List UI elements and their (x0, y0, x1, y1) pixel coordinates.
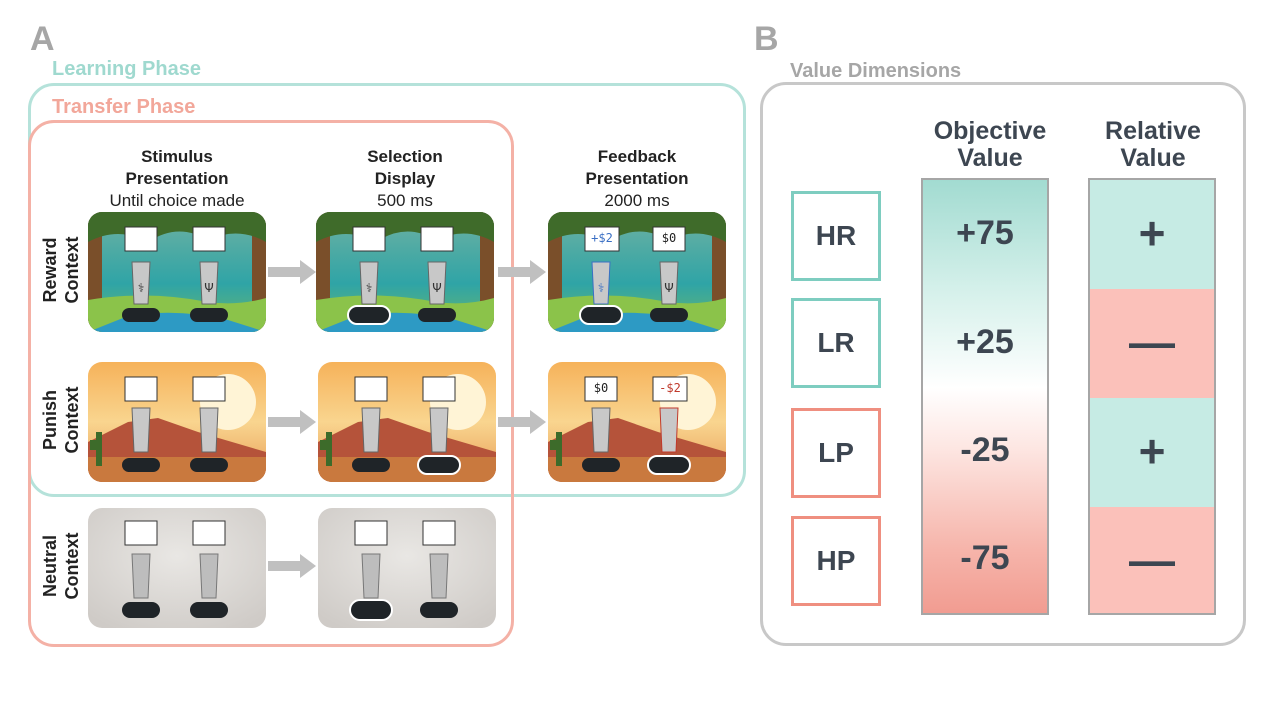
right-arrow-icon (268, 554, 316, 578)
punish-selection-scene (318, 362, 496, 482)
objective-value-lp: -25 (960, 431, 1010, 469)
svg-text:Ψ: Ψ (432, 281, 441, 295)
relative-value-header: Relative Value (1076, 118, 1230, 172)
row-label-punish: Punish Context (39, 365, 83, 475)
svg-text:⚕: ⚕ (366, 281, 373, 295)
right-arrow-icon (498, 260, 546, 284)
relative-value-bar: + — + — (1088, 178, 1216, 615)
relative-cell-hp: — (1090, 507, 1214, 613)
row-label-neutral: Neutral Context (39, 511, 83, 621)
row-label-line: Reward (40, 237, 60, 303)
column-title: Feedback (597, 147, 677, 166)
punish-feedback-scene: $0 -$2 (548, 362, 726, 482)
column-header-selection: Selection Display 500 ms (320, 146, 490, 212)
column-title: Display (374, 169, 436, 188)
feedback-punish-left: $0 (593, 381, 609, 395)
objective-value-hp: -75 (960, 539, 1010, 577)
header-line: Value (1120, 144, 1186, 172)
objective-value-lr: +25 (956, 323, 1014, 361)
row-label-line: Context (62, 532, 82, 600)
learning-phase-label: Learning Phase (52, 58, 201, 80)
value-dimensions-title: Value Dimensions (790, 60, 962, 82)
objective-value-bar: +75 +25 -25 -75 (921, 178, 1049, 615)
row-label-line: Context (62, 386, 82, 454)
column-title: Stimulus (141, 147, 213, 166)
svg-text:Ψ: Ψ (204, 281, 213, 295)
column-title: Selection (367, 147, 443, 166)
header-line: Value (957, 144, 1023, 172)
column-header-feedback: Feedback Presentation 2000 ms (552, 146, 722, 212)
panel-a-letter: A (30, 20, 55, 58)
row-label-reward: Reward Context (39, 215, 83, 325)
relative-cell-lp: + (1090, 398, 1214, 507)
relative-cell-lr: — (1090, 289, 1214, 398)
row-label-line: Punish (40, 390, 60, 451)
neutral-stimulus-scene (88, 508, 266, 628)
code-box-hp: HP (791, 516, 881, 606)
column-timing: 2000 ms (604, 191, 670, 210)
row-label-line: Neutral (40, 535, 60, 598)
feedback-reward-left: +$2 (591, 231, 613, 245)
svg-text:⚕: ⚕ (138, 281, 145, 295)
minus-icon: — (1129, 316, 1175, 368)
value-dimensions-frame (760, 82, 1246, 646)
plus-icon: + (1138, 425, 1166, 477)
relative-cell-hr: + (1090, 180, 1214, 289)
column-header-stimulus: Stimulus Presentation Until choice made (92, 146, 262, 212)
transfer-phase-frame (28, 120, 514, 647)
reward-stimulus-scene: ⚕ Ψ (88, 212, 266, 332)
feedback-punish-right: -$2 (659, 381, 681, 395)
objective-value-header: Objective Value (910, 118, 1070, 172)
code-box-hr: HR (791, 191, 881, 281)
code-box-lr: LR (791, 298, 881, 388)
right-arrow-icon (498, 410, 546, 434)
plus-icon: + (1138, 207, 1166, 259)
code-box-lp: LP (791, 408, 881, 498)
column-timing: Until choice made (109, 191, 245, 210)
column-timing: 500 ms (377, 191, 433, 210)
column-title: Presentation (585, 169, 689, 188)
header-line: Relative (1105, 117, 1201, 145)
header-line: Objective (933, 117, 1047, 145)
feedback-reward-right: $0 (661, 231, 677, 245)
svg-text:Ψ: Ψ (664, 281, 673, 295)
reward-selection-scene: ⚕ Ψ (316, 212, 494, 332)
punish-stimulus-scene (88, 362, 266, 482)
minus-icon: — (1129, 534, 1175, 586)
transfer-phase-label: Transfer Phase (52, 96, 196, 118)
svg-text:⚕: ⚕ (598, 281, 605, 295)
panel-b-letter: B (754, 20, 779, 58)
reward-feedback-scene: ⚕ Ψ +$2 $0 (548, 212, 726, 332)
row-label-line: Context (62, 236, 82, 304)
objective-value-hr: +75 (956, 214, 1014, 252)
right-arrow-icon (268, 410, 316, 434)
right-arrow-icon (268, 260, 316, 284)
column-title: Presentation (125, 169, 229, 188)
neutral-selection-scene (318, 508, 496, 628)
